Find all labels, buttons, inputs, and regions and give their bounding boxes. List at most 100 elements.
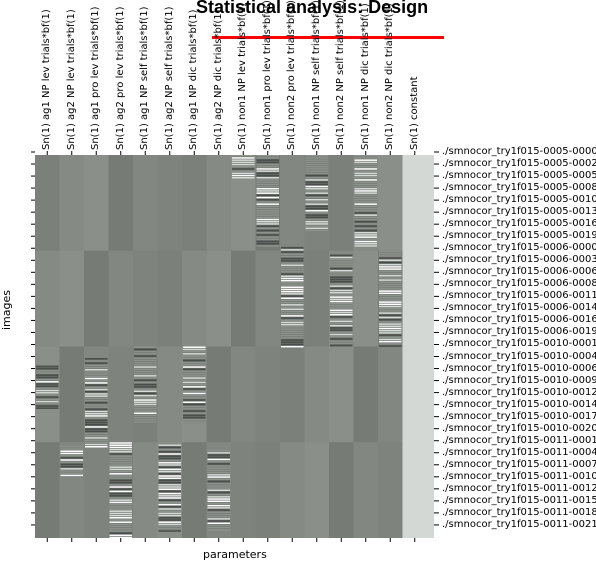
regressor-stripe [85,437,108,439]
regressor-stripe [256,212,279,214]
regressor-stripe [60,448,83,450]
regressor-stripe [158,457,181,460]
regressor-stripe [256,221,279,223]
regressor-stripe [85,434,108,437]
regressor-stripe [109,468,132,471]
column-segment [206,346,231,443]
column-segment [206,250,231,347]
regressor-stripe [109,532,132,534]
regressor-stripe [36,376,59,379]
regressor-stripe [330,307,353,309]
regressor-stripe [183,412,206,414]
regressor-stripe [354,203,377,205]
column-segment [35,442,60,538]
regressor-stripe [379,310,402,312]
regressor-stripe [85,360,108,362]
regressor-stripe [134,390,157,392]
regressor-stripe [281,271,304,273]
regressor-stripe [36,383,59,385]
regressor-stripe [379,261,402,264]
column-segment [329,346,354,443]
regressor-stripe [379,332,402,334]
regressor-stripe [207,502,230,505]
regressor-stripe [85,415,108,417]
regressor-stripe [109,448,132,451]
regressor-stripe [158,479,181,482]
row-label: ./smnocor_try1f015-0005-00001 [442,146,596,157]
design-matrix[interactable] [35,155,434,538]
regressor-stripe [134,410,157,412]
regressor-stripe [109,481,132,484]
regressor-stripe [330,296,353,298]
regressor-stripe [305,205,328,208]
regressor-stripe [305,207,328,210]
regressor-stripe [256,216,279,219]
regressor-stripe [354,188,377,190]
regressor-stripe [109,475,132,477]
regressor-stripe [354,221,377,223]
regressor-stripe [60,470,83,472]
regressor-stripe [379,316,402,319]
regressor-stripe [330,344,353,347]
regressor-stripe [354,243,377,245]
regressor-stripe [36,378,59,381]
regressor-stripe [158,497,181,499]
regressor-stripe [305,194,328,197]
row-label: ./smnocor_try1f015-0006-00007 [442,242,596,254]
regressor-stripe [379,272,402,275]
regressor-stripe [109,451,132,453]
regressor-stripe [109,444,132,446]
regressor-stripe [281,339,304,341]
regressor-stripe [134,364,157,366]
regressor-stripe [354,214,377,216]
regressor-stripe [281,277,304,280]
regressor-stripe [232,159,255,161]
regressor-stripe [85,399,108,402]
column-segment [108,155,133,251]
regressor-stripe [183,414,206,417]
regressor-stripe [354,166,377,168]
regressor-stripe [36,398,59,401]
row-label: ./smnocor_try1f015-0011-00181 [442,506,596,518]
regressor-stripe [85,377,108,380]
regressor-stripe [281,293,304,295]
regressor-stripe [134,366,157,368]
regressor-stripe [60,459,83,461]
regressor-stripe [281,319,304,322]
regressor-stripe [207,463,230,465]
regressor-stripe [354,159,377,161]
regressor-stripe [134,357,157,359]
regressor-stripe [305,161,328,164]
regressor-stripe [85,375,108,378]
regressor-stripe [207,511,230,514]
regressor-stripe [109,508,132,510]
regressor-stripe [256,205,279,208]
regressor-stripe [379,307,402,310]
regressor-stripe [232,161,255,164]
regressor-stripe [305,201,328,203]
column-segment [329,155,354,251]
regressor-stripe [134,353,157,355]
regressor-stripe [183,405,206,408]
regressor-stripe [36,374,59,376]
regressor-stripe [183,348,206,351]
regressor-stripe [183,403,206,406]
regressor-stripe [109,490,132,493]
regressor-stripe [134,419,157,421]
regressor-stripe [85,419,108,422]
regressor-stripe [183,359,206,362]
regressor-stripe [305,192,328,194]
regressor-stripe [379,290,402,292]
column-segment [353,250,378,347]
regressor-stripe [207,493,230,496]
regressor-stripe [109,525,132,528]
regressor-stripe [134,375,157,377]
column-segment [206,155,231,251]
column-segment [255,442,280,538]
regressor-stripe [158,442,181,444]
regressor-stripe [330,340,353,342]
regressor-stripe [109,523,132,526]
row-label: ./smnocor_try1f015-0011-00154 [442,494,596,506]
regressor-stripe [158,481,181,484]
regressor-stripe [330,300,353,303]
